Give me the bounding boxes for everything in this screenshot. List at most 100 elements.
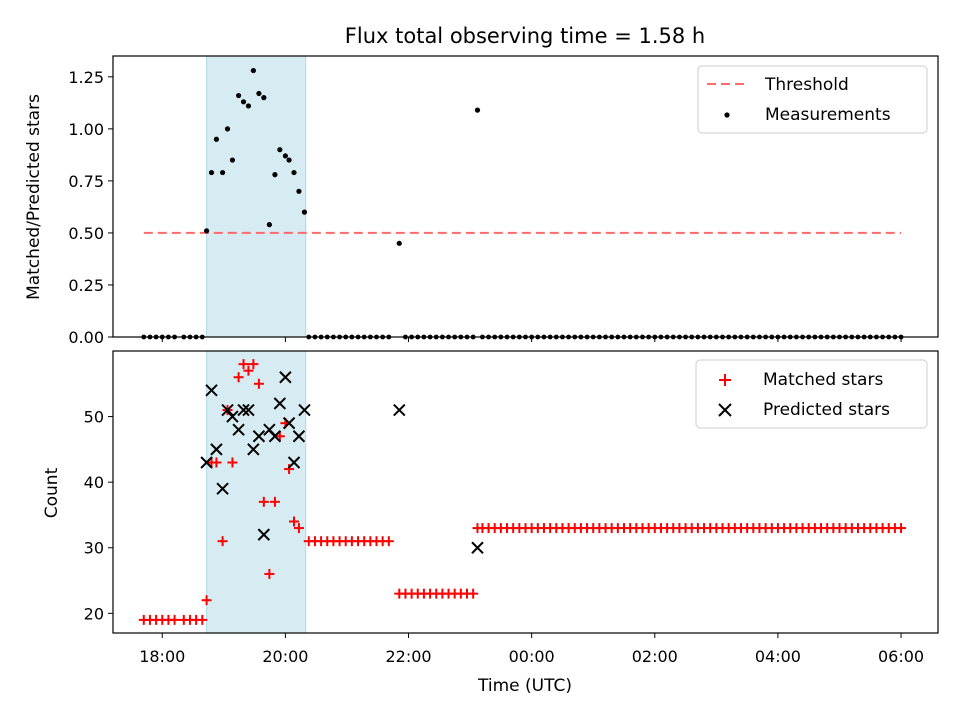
matched-star-point (289, 516, 300, 527)
bottom-legend-box (695, 359, 928, 429)
matched-star-point (284, 464, 295, 475)
bottom-shaded-interval (206, 350, 307, 634)
matched-star-point (472, 523, 483, 534)
predicted-star-point (242, 403, 255, 417)
legend-measurements-swatch (724, 112, 730, 118)
x-tick-label: 00:00 (509, 647, 555, 666)
matched-star-point (258, 496, 269, 507)
measurement-point (261, 95, 267, 101)
predicted-star-point (247, 443, 260, 456)
predicted-star-point (210, 443, 223, 456)
matched-star-point (243, 365, 254, 376)
measurement-point (224, 126, 231, 132)
top-y-axis-label: Matched/Predicted stars (24, 94, 44, 300)
measurement-point (245, 103, 252, 109)
measurement-point (277, 147, 283, 153)
chart-title: Flux total observing time = 1.58 h (345, 24, 705, 48)
matched-star-point (211, 457, 222, 468)
legend-matched-label: Matched stars (763, 370, 883, 390)
matched-star-point (227, 457, 238, 468)
matched-star-point (896, 523, 907, 534)
measurement-point (301, 209, 308, 215)
matched-star-point (269, 496, 280, 507)
x-tick-label: 22:00 (385, 647, 431, 666)
matched-star-point (253, 378, 264, 389)
bottom-y-tick-label: 20 (84, 604, 104, 623)
predicted-star-point (205, 384, 218, 397)
predicted-star-point (232, 423, 245, 436)
top-y-tick-label: 1.00 (68, 120, 104, 139)
predicted-star-point (268, 430, 282, 443)
matched-star-point (169, 614, 180, 625)
x-tick-label: 18:00 (139, 647, 185, 666)
measurement-point (286, 157, 292, 163)
matched-star-point (264, 568, 275, 579)
predicted-star-point (221, 403, 234, 417)
legend-predicted-swatch (718, 403, 732, 417)
predicted-star-point (298, 403, 311, 417)
measurement-point (474, 107, 481, 113)
top-y-tick-label: 1.25 (68, 68, 104, 87)
predicted-star-point (282, 416, 296, 430)
bottom-y-tick-label: 40 (84, 473, 104, 492)
bottom-y-tick-label: 50 (84, 408, 104, 427)
matched-star-point (238, 359, 249, 370)
predicted-star-point (200, 456, 213, 469)
top-legend: Threshold Measurements (697, 65, 928, 134)
top-y-tick-label: 0.75 (68, 172, 104, 191)
predicted-star-point (273, 397, 287, 410)
bottom-y-axis-label: Count (42, 467, 62, 518)
predicted-stars-points (200, 371, 484, 554)
matched-star-point (383, 536, 394, 547)
predicted-star-point (393, 403, 406, 417)
bottom-legend: Matched stars Predicted stars (695, 359, 928, 429)
predicted-star-point (216, 482, 229, 495)
x-tick-label: 04:00 (755, 647, 801, 666)
matched-star-point (468, 588, 479, 599)
measurement-point (396, 240, 402, 246)
predicted-star-point (287, 456, 301, 469)
top-legend-box (697, 65, 928, 134)
top-y-tick-label: 0.25 (68, 276, 104, 295)
x-axis-label: Time (UTC) (477, 676, 572, 696)
predicted-star-point (226, 410, 239, 423)
legend-matched-swatch (719, 374, 731, 386)
measurement-point (235, 92, 242, 99)
predicted-star-point (257, 528, 271, 541)
x-tick-label: 06:00 (878, 647, 924, 666)
matched-star-point (201, 595, 212, 606)
top-y-tick-label: 0.00 (68, 328, 104, 347)
legend-threshold-label: Threshold (764, 75, 849, 95)
predicted-star-point (279, 371, 292, 384)
matched-star-point (293, 523, 304, 534)
bottom-panel: 20 30 40 50 18:00 20:00 22:00 00:00 02:00 04:00 06… (42, 350, 939, 696)
measurement-point (291, 169, 297, 176)
matched-star-point (274, 431, 285, 442)
measurement-point (256, 90, 262, 97)
measurement-point (213, 136, 220, 142)
bottom-y-tick-label: 30 (84, 539, 104, 558)
top-panel: 0.00 0.25 0.50 0.75 1.00 1.25 Matched/Predict… (24, 55, 939, 347)
bottom-grid-and-ticks: 20 30 40 50 18:00 20:00 22:00 00:00 02:00 04:00 06… (84, 408, 924, 666)
measurement-point (250, 67, 256, 74)
top-shaded-interval (206, 55, 307, 338)
measurement-point (266, 222, 272, 228)
predicted-star-point (471, 541, 484, 554)
measurement-point (240, 99, 247, 105)
top-axes-frame (112, 55, 939, 338)
predicted-star-point (237, 403, 250, 417)
x-tick-label: 02:00 (632, 647, 678, 666)
measurement-point (229, 157, 236, 163)
matched-star-point (248, 359, 259, 370)
legend-measurements-label: Measurements (765, 105, 891, 125)
matched-star-point (197, 614, 208, 625)
legend-predicted-label: Predicted stars (763, 400, 890, 420)
measurement-point (219, 169, 226, 176)
bottom-axes-frame (112, 350, 939, 634)
measurement-point (296, 188, 302, 194)
measurement-point (208, 169, 215, 176)
matched-star-point (217, 536, 228, 547)
top-y-tick-label: 0.50 (68, 224, 104, 243)
x-tick-label: 20:00 (262, 647, 308, 666)
